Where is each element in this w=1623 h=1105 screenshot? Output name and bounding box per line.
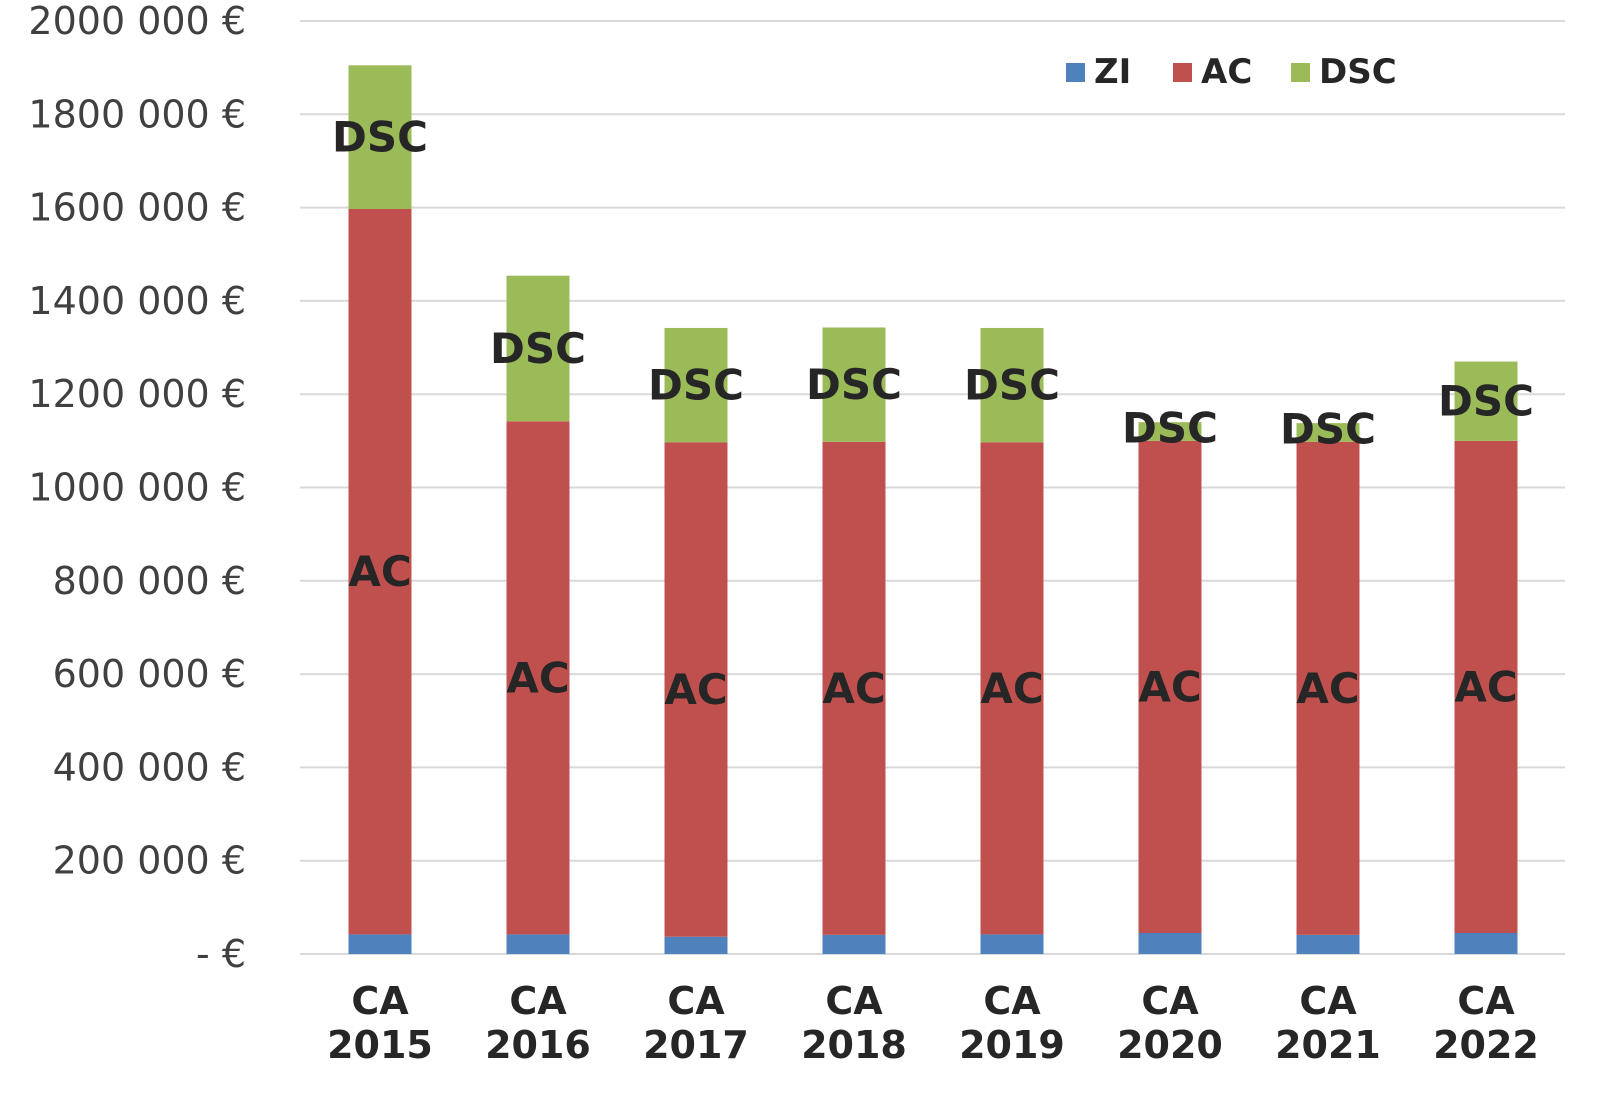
data-label-dsc: DSC <box>1122 404 1218 453</box>
gridlines <box>300 20 1565 955</box>
bar-segment-dsc <box>664 327 728 443</box>
bar-segment-dsc <box>1296 423 1360 442</box>
data-label-ac: AC <box>822 664 885 713</box>
x-tick-label: 2017 <box>643 1023 749 1067</box>
x-tick-label: CA <box>667 979 725 1023</box>
segment-labels: AC DSC AC DSC AC DSC AC DSC AC DSC AC DSC AC DSC AC DSC <box>332 113 1534 714</box>
data-label-dsc: DSC <box>964 361 1060 410</box>
legend-swatch-dsc <box>1291 63 1310 82</box>
bar-segment-zi <box>664 936 728 954</box>
data-label-ac: AC <box>1138 662 1201 711</box>
x-axis-ticks: CA2015CA2016CA2017CA2018CA2019CA2020CA20… <box>327 979 1539 1067</box>
x-tick-label: CA <box>1141 979 1199 1023</box>
y-tick-label: - € <box>196 932 246 976</box>
bar-segment-ac <box>506 421 570 935</box>
bar-segment-zi <box>506 934 570 954</box>
y-tick-label: 1400 000 € <box>28 279 246 323</box>
bar-segment-ac <box>664 442 728 937</box>
bar-segment-ac <box>348 208 412 935</box>
bar-segment-dsc <box>348 65 412 209</box>
x-tick-label: 2015 <box>327 1023 433 1067</box>
y-tick-label: 1800 000 € <box>28 92 246 136</box>
data-label-ac: AC <box>980 664 1043 713</box>
y-tick-label: 1200 000 € <box>28 372 246 416</box>
data-label-dsc: DSC <box>806 360 902 409</box>
y-tick-label: 600 000 € <box>53 652 246 696</box>
legend-label-zi: ZI <box>1094 52 1131 92</box>
bar-segment-zi <box>1296 934 1360 954</box>
y-tick-label: 400 000 € <box>53 745 246 789</box>
bar-segment-zi <box>1454 933 1518 954</box>
bar-segment-zi <box>980 934 1044 954</box>
x-tick-label: 2018 <box>801 1023 907 1067</box>
x-tick-label: CA <box>1457 979 1515 1023</box>
legend-label-dsc: DSC <box>1319 52 1397 92</box>
bar-segment-dsc <box>980 327 1044 443</box>
bar-segment-dsc <box>822 327 886 442</box>
data-label-ac: AC <box>506 653 569 702</box>
data-label-ac: AC <box>1296 664 1359 713</box>
data-label-dsc: DSC <box>332 113 428 162</box>
x-tick-label: CA <box>983 979 1041 1023</box>
x-tick-label: CA <box>351 979 409 1023</box>
y-axis-ticks: - € 200 000 € 400 000 € 600 000 € 800 000 € 1… <box>28 0 246 976</box>
x-tick-label: CA <box>825 979 883 1023</box>
bar-segment-ac <box>1296 441 1360 935</box>
data-label-ac: AC <box>348 547 411 596</box>
x-tick-label: 2016 <box>485 1023 591 1067</box>
data-label-dsc: DSC <box>490 324 586 373</box>
bar-segment-dsc <box>1454 361 1518 441</box>
data-label-dsc: DSC <box>648 361 744 410</box>
y-tick-label: 800 000 € <box>53 559 246 603</box>
bar-segment-dsc <box>506 275 570 422</box>
bar-segment-ac <box>822 441 886 935</box>
x-tick-label: 2022 <box>1433 1023 1539 1067</box>
x-tick-label: 2019 <box>959 1023 1065 1067</box>
y-tick-label: 1600 000 € <box>28 186 246 230</box>
legend-swatch-zi <box>1066 63 1085 82</box>
bar-segment-ac <box>1454 440 1518 934</box>
bar-segment-zi <box>822 934 886 954</box>
x-tick-label: 2021 <box>1275 1023 1381 1067</box>
bar-segment-ac <box>1138 440 1202 934</box>
y-tick-label: 1000 000 € <box>28 466 246 510</box>
y-tick-label: 2000 000 € <box>28 0 246 43</box>
data-label-ac: AC <box>664 665 727 714</box>
data-label-dsc: DSC <box>1280 405 1376 454</box>
data-label-ac: AC <box>1454 662 1517 711</box>
x-tick-label: CA <box>1299 979 1357 1023</box>
bar-segment-zi <box>1138 933 1202 954</box>
data-label-dsc: DSC <box>1438 377 1534 426</box>
legend-swatch-ac <box>1173 63 1192 82</box>
legend-label-ac: AC <box>1201 52 1252 92</box>
x-tick-label: CA <box>509 979 567 1023</box>
bar-segment-dsc <box>1138 422 1202 441</box>
bar-segment-zi <box>348 934 412 954</box>
legend: ZI AC DSC <box>1066 52 1397 92</box>
x-tick-label: 2020 <box>1117 1023 1223 1067</box>
y-tick-label: 200 000 € <box>53 839 246 883</box>
bars <box>348 65 1518 954</box>
bar-segment-ac <box>980 442 1044 935</box>
